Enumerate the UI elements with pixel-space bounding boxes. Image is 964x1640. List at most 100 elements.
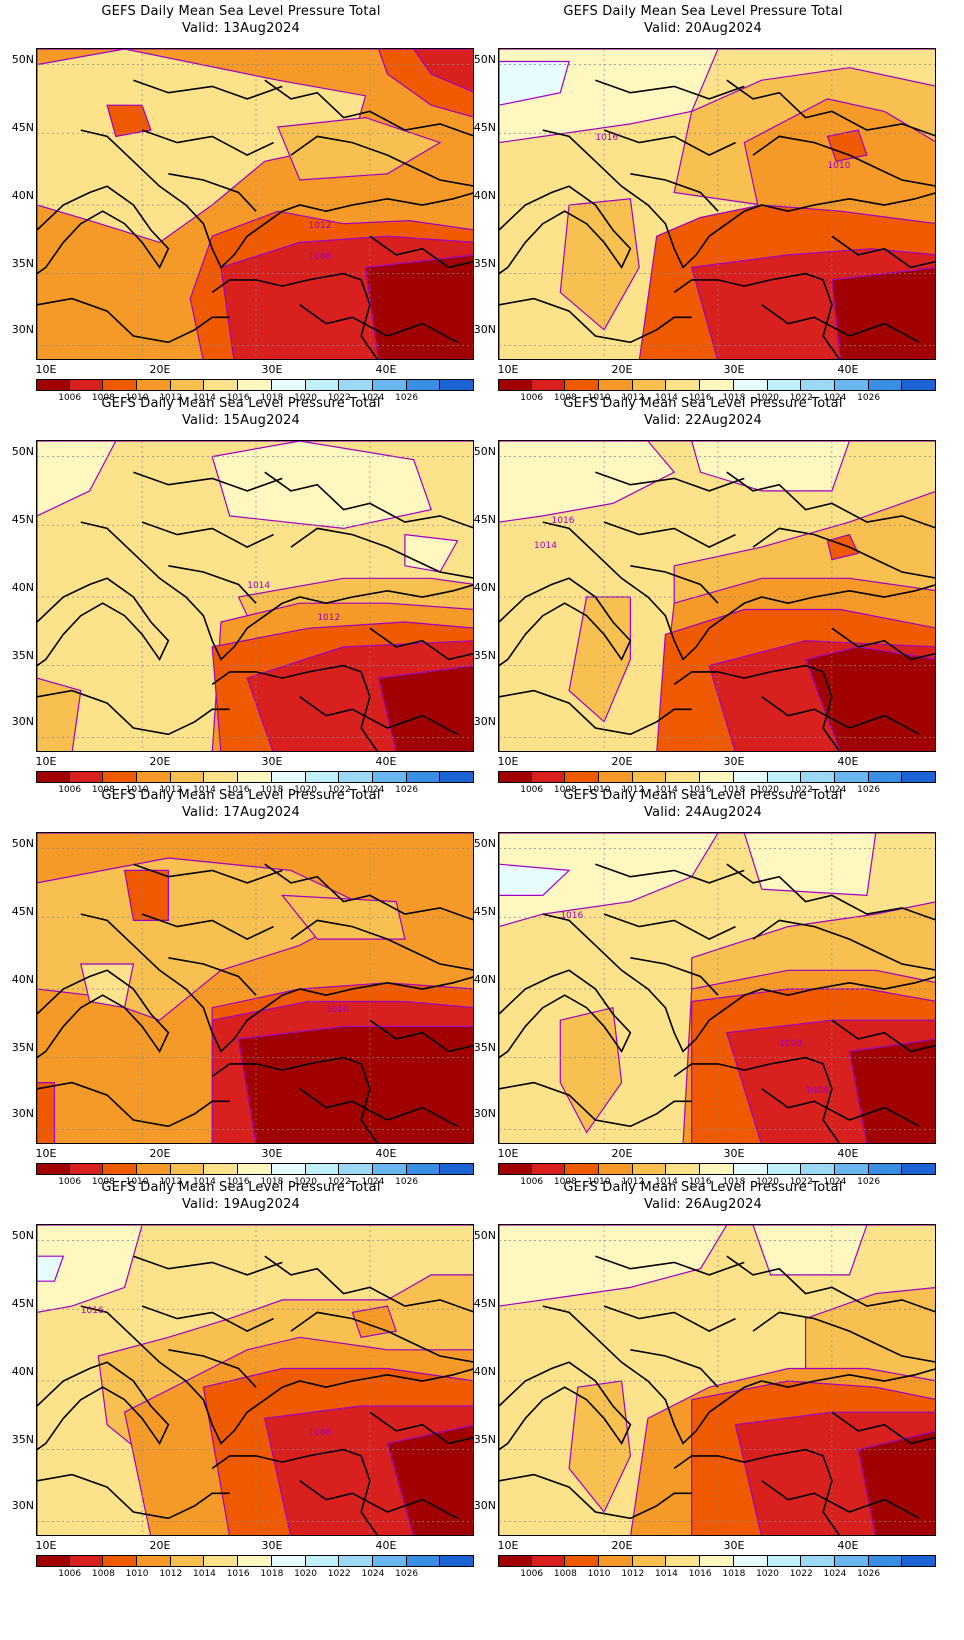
colorbar-swatch [204,1163,239,1175]
colorbar-label: 1016 [226,785,250,795]
colorbar-swatch [238,771,272,783]
coastline [80,913,266,1053]
longitude-label: 40E [375,755,397,768]
colorbar-swatch [868,1555,903,1567]
colorbar-label: 1014 [655,1569,678,1579]
contour-label: 1016 [595,133,619,144]
latitude-label: 30N [473,323,496,336]
coastline [369,235,473,269]
coastline [499,185,632,275]
pressure-band [499,60,570,106]
pressure-band [499,833,719,928]
colorbar-swatch [137,379,171,391]
longitude-label: 20E [611,363,633,376]
latitude-label: 40N [11,581,34,594]
panel-title: GEFS Daily Mean Sea Level Pressure Total [101,4,381,19]
coastline [542,1305,728,1445]
colorbar-label: 1012 [621,1177,645,1187]
colorbar-swatch [632,1555,667,1567]
colorbar-frame [36,771,474,783]
coastline [37,1473,230,1520]
coastline [630,565,719,604]
colorbar-label: 1008 [553,785,577,795]
pressure-map: 1012 1008 [36,48,474,360]
longitude-label: 10E [35,1147,57,1160]
colorbar-swatch [170,1163,205,1175]
colorbar-label: 1020 [294,785,317,795]
colorbar-label: 1018 [260,1177,284,1187]
coastline [726,471,935,529]
colorbar-label: 1020 [294,1569,317,1579]
latitude-label: 40N [473,189,496,202]
colorbar-swatch [666,1555,701,1567]
colorbar-frame [498,1555,936,1567]
map-panel: GEFS Daily Mean Sea Level Pressure Total… [462,0,944,410]
panel-title: GEFS Daily Mean Sea Level Pressure Total [563,788,843,803]
longitude-label: 30E [723,755,745,768]
valid-date: Valid: 24Aug2024 [643,805,763,820]
colorbar-swatch [632,1163,667,1175]
pressure-band [106,104,152,138]
colorbar-label: 1022 [327,1177,351,1187]
pressure-map: 1016 1010 [498,48,936,360]
colorbar-swatch [801,379,835,391]
colorbar-label: 1022 [789,393,813,403]
colorbar-swatch [834,379,869,391]
colorbar-label: 1016 [226,1177,250,1187]
coastline [133,79,283,100]
colorbar-label: 1006 [520,1569,544,1579]
latitude-label: 50N [11,445,34,458]
colorbar-swatch [801,1163,835,1175]
colorbar-label: 1012 [159,785,183,795]
coastline [141,129,274,156]
coastline [499,1081,692,1128]
latitude-label: 45N [473,121,496,134]
colorbar-swatch [103,771,138,783]
contour-label: 1012 [308,220,332,231]
colorbar-swatch [372,1555,407,1567]
map-panel: GEFS Daily Mean Sea Level Pressure Total… [0,1176,482,1586]
colorbar-label: 1022 [327,393,351,403]
coastline [37,1081,230,1128]
latitude-label: 45N [11,905,34,918]
longitude-label: 30E [261,1539,283,1552]
pressure-band [848,1038,935,1143]
longitude-label: 30E [723,1539,745,1552]
longitude-label: 20E [611,1147,633,1160]
colorbar-label: 1012 [159,393,183,403]
longitude-label: 10E [35,755,57,768]
colorbar-label: 1012 [621,1569,645,1579]
colorbar-swatch [834,1163,869,1175]
longitude-label: 40E [375,1539,397,1552]
coastline [264,584,473,617]
colorbar-swatch [339,379,373,391]
pressure-map: 1016 1014 [498,440,936,752]
coastline [211,1056,379,1143]
coastline [37,969,170,1059]
coastline [673,1448,841,1535]
coastline [290,1311,473,1363]
coastline [630,957,719,996]
colorbar-swatch [170,1555,205,1567]
pressure-band [559,198,640,331]
coastline [133,1255,283,1276]
coastline [673,1056,841,1143]
colorbar-label: 1018 [260,393,284,403]
map-panel: GEFS Daily Mean Sea Level Pressure Total… [462,784,944,1194]
colorbar-swatch [531,1163,566,1175]
colorbar-label: 1018 [722,393,746,403]
coastline [499,689,692,736]
pressure-band [37,1225,143,1314]
coastline [761,1480,920,1520]
colorbar-label: 1012 [159,1569,183,1579]
colorbar-label: 1026 [395,785,419,795]
colorbar-swatch [69,1555,104,1567]
latitude-label: 40N [11,189,34,202]
longitude-label: 10E [497,363,519,376]
colorbar-label: 1008 [553,393,577,403]
colorbar-label: 1018 [722,1569,746,1579]
latitude-label: 35N [11,257,34,270]
colorbar-swatch [565,1555,600,1567]
colorbar-swatch [170,771,205,783]
pressure-band [568,596,631,723]
